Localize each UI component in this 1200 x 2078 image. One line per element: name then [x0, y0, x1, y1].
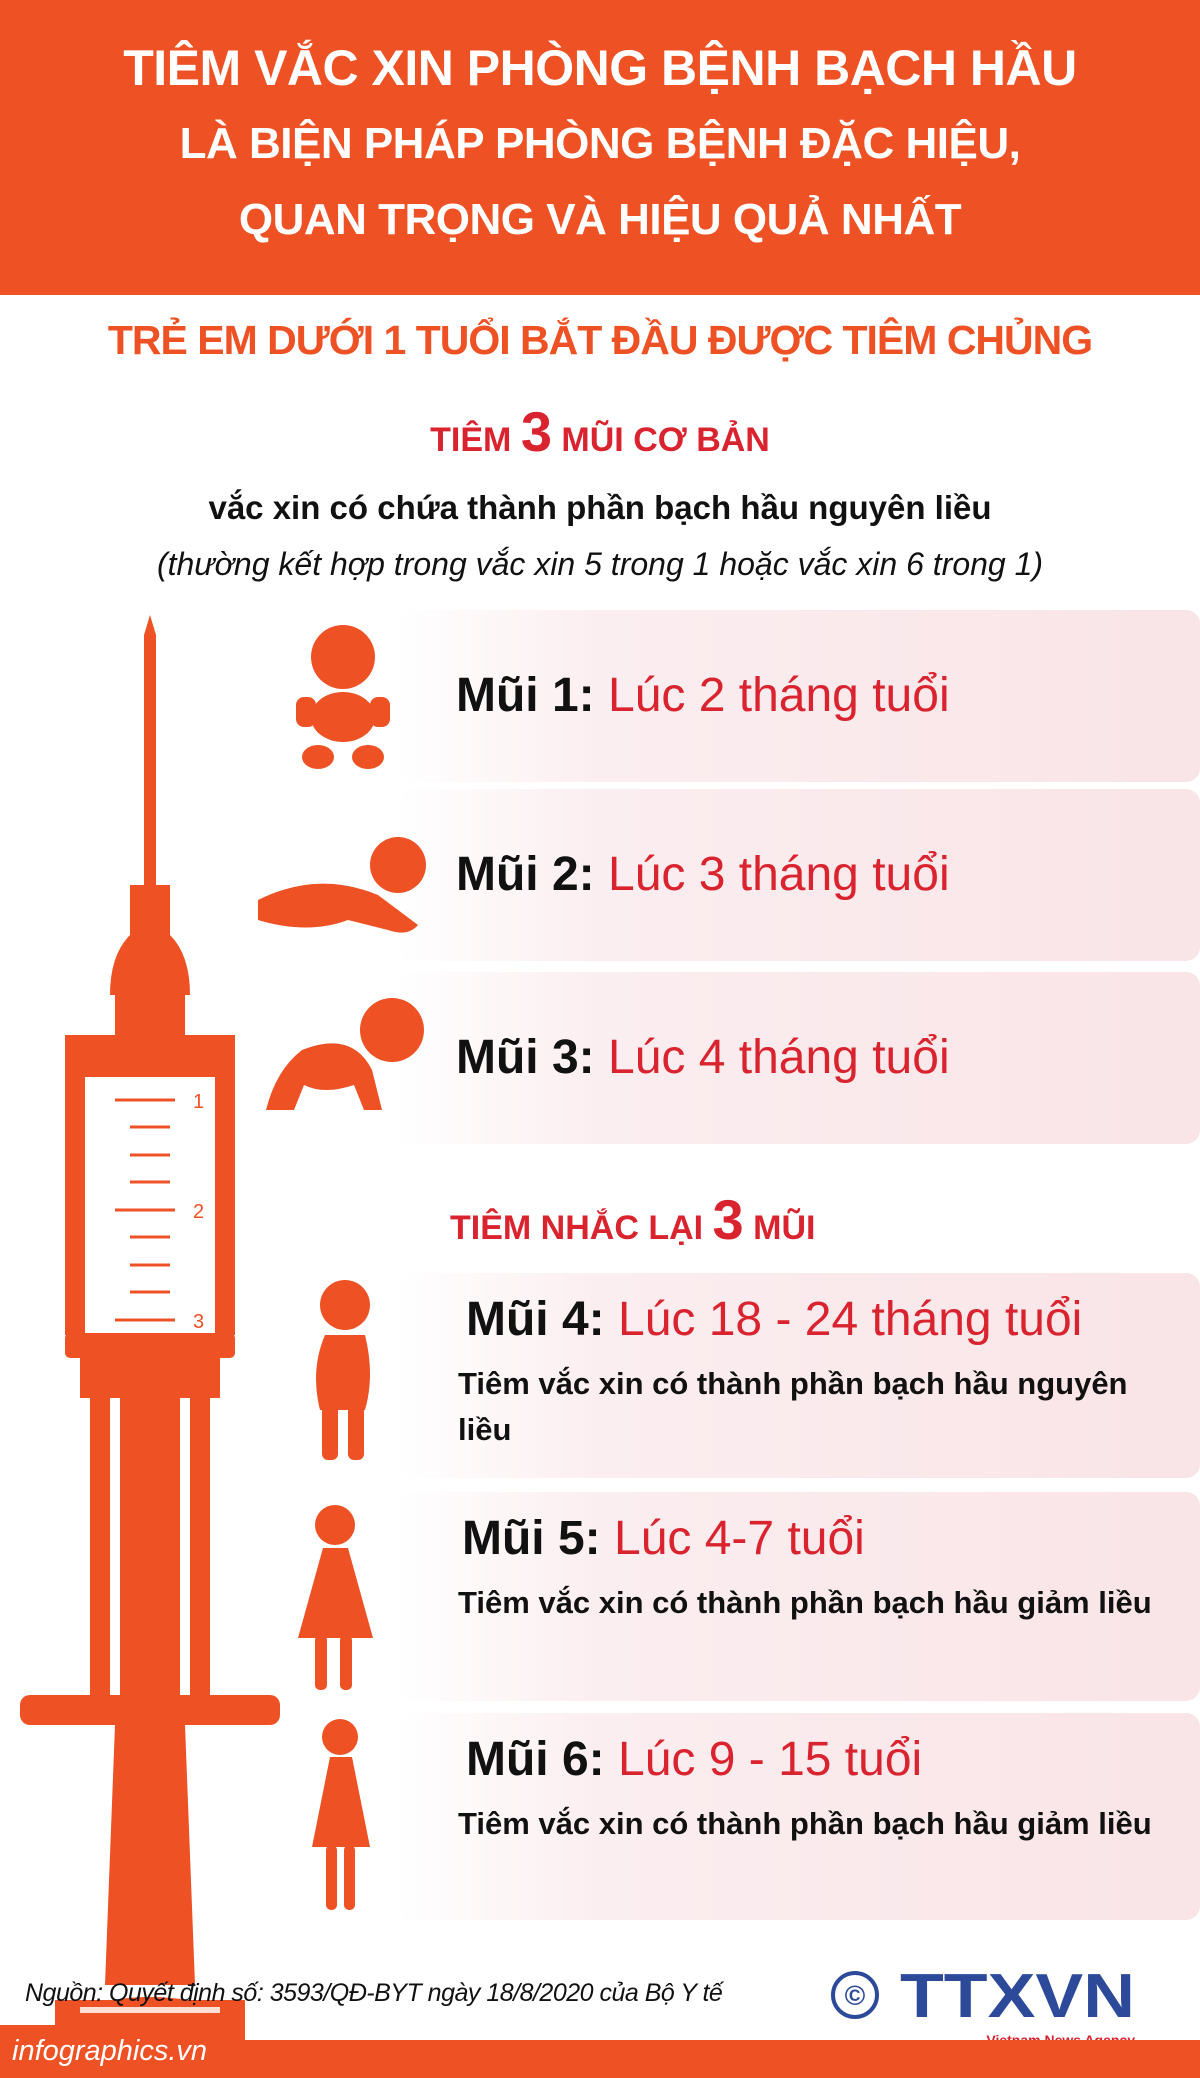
dose-3-time: Lúc 4 tháng tuổi	[608, 1031, 950, 1084]
dose-card-4: Mũi 4: Lúc 18 - 24 tháng tuổi Tiêm vắc x…	[398, 1273, 1200, 1478]
dose-6-text: Mũi 6: Lúc 9 - 15 tuổi	[466, 1731, 922, 1789]
dose-4-time: Lúc 18 - 24 tháng tuổi	[618, 1293, 1083, 1346]
dose-1-time: Lúc 2 tháng tuổi	[608, 669, 950, 722]
dose-6-label: Mũi 6:	[466, 1733, 605, 1786]
dose-6-desc: Tiêm vắc xin có thành phần bạch hầu giảm…	[458, 1806, 1152, 1841]
dose-4-desc: Tiêm vắc xin có thành phần bạch hầu nguy…	[458, 1366, 1128, 1447]
booster-suffix: MŨI	[753, 1209, 816, 1247]
toddler-icon	[316, 1280, 370, 1460]
dose-card-3: Mũi 3: Lúc 4 tháng tuổi	[398, 972, 1200, 1144]
dose-5-time: Lúc 4-7 tuổi	[614, 1512, 865, 1565]
logo-text: TTXVN	[900, 1962, 1135, 2031]
sitting-baby-icon	[296, 625, 390, 769]
title-line-1: TIÊM VẮC XIN PHÒNG BỆNH BẠCH HẦU	[123, 39, 1077, 96]
dose-3-text: Mũi 3: Lúc 4 tháng tuổi	[456, 1029, 950, 1087]
dose-5-desc: Tiêm vắc xin có thành phần bạch hầu giảm…	[458, 1585, 1152, 1620]
dose-3-label: Mũi 3:	[456, 1031, 595, 1084]
teen-girl-icon	[312, 1719, 370, 1910]
header-banner: TIÊM VẮC XIN PHÒNG BỆNH BẠCH HẦU LÀ BIỆN…	[0, 0, 1200, 295]
syringe-mark-2: 2	[193, 1201, 204, 1223]
lying-baby-icon	[258, 837, 426, 933]
dose-4-text: Mũi 4: Lúc 18 - 24 tháng tuổi	[466, 1291, 1082, 1349]
dose-2-time: Lúc 3 tháng tuổi	[608, 848, 950, 901]
syringe-mark-1: 1	[193, 1091, 204, 1113]
dose-card-1: Mũi 1: Lúc 2 tháng tuổi	[398, 610, 1200, 782]
syringe-illustration: 1 2 3	[20, 615, 280, 2073]
booster-count: 3	[712, 1188, 744, 1251]
booster-heading: TIÊM NHẮC LẠI 3 MŨI	[450, 1188, 815, 1260]
subtitle: TRẺ EM DƯỚI 1 TUỔI BẮT ĐẦU ĐƯỢC TIÊM CHỦ…	[107, 317, 1093, 363]
dose-6-time: Lúc 9 - 15 tuổi	[618, 1733, 923, 1786]
dose-5-label: Mũi 5:	[462, 1512, 601, 1565]
dose-4-label: Mũi 4:	[466, 1293, 605, 1346]
crawling-baby-icon	[266, 998, 424, 1110]
dose-card-6: Mũi 6: Lúc 9 - 15 tuổi Tiêm vắc xin có t…	[398, 1713, 1200, 1920]
dose-5-text: Mũi 5: Lúc 4-7 tuổi	[462, 1510, 865, 1568]
dose-1-text: Mũi 1: Lúc 2 tháng tuổi	[456, 667, 950, 725]
booster-prefix: TIÊM NHẮC LẠI	[450, 1209, 704, 1247]
dose-1-label: Mũi 1:	[456, 669, 595, 722]
basic-desc: vắc xin có chứa thành phần bạch hầu nguy…	[208, 489, 992, 526]
basic-prefix: TIÊM	[430, 421, 512, 459]
dose-card-5: Mũi 5: Lúc 4-7 tuổi Tiêm vắc xin có thàn…	[398, 1492, 1200, 1701]
source-note: Nguồn: Quyết định số: 3593/QĐ-BYT ngày 1…	[25, 1979, 723, 2007]
dose-2-text: Mũi 2: Lúc 3 tháng tuổi	[456, 846, 950, 904]
title-line-3: QUAN TRỌNG VÀ HIỆU QUẢ NHẤT	[238, 194, 962, 244]
site-link[interactable]: infographics.vn	[0, 2025, 240, 2078]
basic-suffix: MŨI CƠ BẢN	[561, 421, 770, 459]
dose-card-2: Mũi 2: Lúc 3 tháng tuổi	[398, 789, 1200, 961]
basic-heading: TIÊM 3 MŨI CƠ BẢN	[0, 400, 1200, 472]
basic-note: (thường kết hợp trong vắc xin 5 trong 1 …	[156, 546, 1044, 582]
copyright-icon: ©	[845, 1980, 866, 2011]
syringe-mark-3: 3	[193, 1311, 204, 1333]
title-line-2: LÀ BIỆN PHÁP PHÒNG BỆNH ĐẶC HIỆU,	[179, 118, 1021, 168]
girl-icon	[298, 1505, 373, 1690]
dose-2-label: Mũi 2:	[456, 848, 595, 901]
basic-count: 3	[520, 400, 552, 463]
